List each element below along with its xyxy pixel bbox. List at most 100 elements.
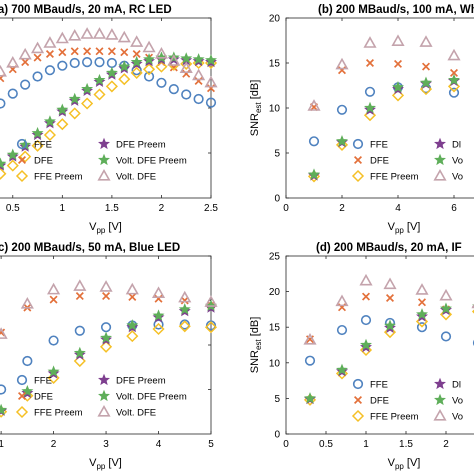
data-point bbox=[143, 71, 155, 82]
data-point bbox=[151, 286, 166, 298]
data-point bbox=[31, 139, 44, 152]
data-point bbox=[102, 292, 111, 301]
panel-b-title: (b) 200 MBaud/s, 100 mA, Wh bbox=[318, 4, 474, 16]
x-tick-label: 3 bbox=[103, 439, 109, 450]
legend-label: DFE Preem bbox=[116, 376, 166, 387]
data-point bbox=[20, 297, 34, 309]
y-tick-label: 20 bbox=[269, 287, 281, 298]
legend-marker bbox=[97, 168, 111, 181]
data-point bbox=[360, 338, 372, 351]
data-point bbox=[44, 65, 56, 76]
legend-marker bbox=[351, 409, 365, 423]
data-point bbox=[359, 343, 373, 357]
chart-panel-a: (a) 700 MBaud/s, 20 mA, RC LED 0.5 1 1.5 2 2… bbox=[0, 4, 218, 235]
data-point bbox=[99, 280, 113, 292]
data-point bbox=[0, 64, 7, 77]
y-axis-label: SNRest [dB] bbox=[249, 80, 263, 137]
series-volt-dfe bbox=[0, 27, 218, 88]
data-point bbox=[154, 294, 163, 303]
data-point bbox=[105, 28, 119, 40]
data-point bbox=[31, 126, 44, 139]
legend-label: FFE Preem bbox=[34, 172, 83, 183]
data-point bbox=[179, 61, 193, 73]
series-volt-dfe bbox=[307, 34, 461, 111]
axes-box bbox=[0, 17, 212, 199]
legend: FFE Dl DFE Vo FFE Preem Vo bbox=[351, 137, 463, 183]
data-point bbox=[440, 302, 452, 314]
data-point bbox=[391, 34, 405, 47]
data-point bbox=[30, 41, 45, 54]
legend-marker bbox=[351, 169, 365, 183]
data-point bbox=[0, 157, 7, 169]
data-point bbox=[415, 283, 429, 295]
data-point bbox=[0, 384, 7, 395]
legend-label: DFE bbox=[370, 156, 389, 167]
data-point bbox=[100, 331, 113, 343]
data-point bbox=[142, 63, 156, 76]
legend-marker bbox=[434, 137, 446, 150]
data-point bbox=[178, 320, 191, 333]
data-point bbox=[75, 292, 84, 301]
data-point bbox=[57, 60, 68, 71]
data-point bbox=[7, 88, 18, 99]
data-point bbox=[82, 56, 93, 68]
x-tick-label: 1 bbox=[0, 439, 4, 450]
x-tick-label: 1 bbox=[60, 203, 66, 214]
data-point bbox=[364, 86, 376, 97]
legend-marker bbox=[98, 373, 110, 386]
legend-label: Vo bbox=[452, 396, 463, 407]
y-tick-label: 0 bbox=[274, 430, 280, 441]
legend-label: FFE bbox=[34, 376, 52, 387]
series-ffe bbox=[0, 319, 217, 395]
panel-a-plot: 0.5 1 1.5 2 2.5 Vpp [V] FFE DFE Preem DFE Volt. D… bbox=[0, 17, 218, 235]
series-volt-dfe-preem bbox=[0, 299, 217, 416]
data-point bbox=[83, 47, 92, 56]
panel-c-title: c) 200 MBaud/s, 50 mA, Blue LED bbox=[0, 242, 180, 254]
data-point bbox=[21, 385, 34, 397]
y-tick-label: 5 bbox=[274, 394, 280, 405]
legend-label: DFE bbox=[34, 392, 53, 403]
data-point bbox=[130, 66, 143, 79]
data-point bbox=[204, 295, 218, 307]
data-point bbox=[73, 346, 86, 359]
data-point bbox=[308, 136, 320, 147]
legend-label: Volt. DFE bbox=[116, 408, 156, 419]
data-point bbox=[126, 319, 139, 331]
data-point bbox=[99, 340, 113, 353]
legend-label: DFE bbox=[34, 156, 53, 167]
data-point bbox=[49, 295, 58, 304]
data-point bbox=[0, 167, 7, 180]
data-point bbox=[47, 282, 61, 295]
data-point bbox=[48, 335, 59, 346]
legend-label: FFE bbox=[370, 140, 388, 151]
x-tick-label: 0.5 bbox=[319, 439, 333, 450]
data-point bbox=[143, 53, 156, 65]
data-point bbox=[74, 325, 85, 336]
data-point bbox=[180, 296, 189, 305]
data-point bbox=[154, 46, 169, 59]
x-tick-label: 6 bbox=[451, 203, 457, 214]
legend-marker bbox=[98, 137, 110, 150]
legend-marker bbox=[15, 405, 29, 419]
data-point bbox=[18, 47, 32, 60]
chart-panel-c: c) 200 MBaud/s, 50 mA, Blue LED 1 2 3 4 5 Vpp… bbox=[0, 242, 218, 471]
legend-label: FFE Preem bbox=[370, 412, 419, 423]
data-point bbox=[130, 35, 144, 47]
series-ffe bbox=[0, 56, 217, 109]
data-point bbox=[420, 76, 432, 88]
data-point bbox=[179, 319, 190, 330]
data-point bbox=[68, 28, 82, 41]
data-point bbox=[6, 159, 19, 172]
x-axis-label: Vpp [V] bbox=[388, 221, 421, 235]
panel-c-plot: 1 2 3 4 5 Vpp [V] FFE DFE Preem DFE Volt. DFE Pre… bbox=[0, 255, 218, 471]
data-point bbox=[118, 60, 131, 72]
data-point bbox=[393, 59, 403, 68]
data-point bbox=[43, 128, 57, 142]
data-point bbox=[22, 355, 33, 367]
series-volt-dfe-preem bbox=[304, 302, 474, 404]
data-point bbox=[0, 403, 8, 416]
series-volt-dfe-preem bbox=[0, 51, 217, 169]
legend-marker bbox=[17, 155, 27, 165]
legend-label: FFE Preem bbox=[34, 408, 83, 419]
data-point bbox=[32, 71, 43, 82]
